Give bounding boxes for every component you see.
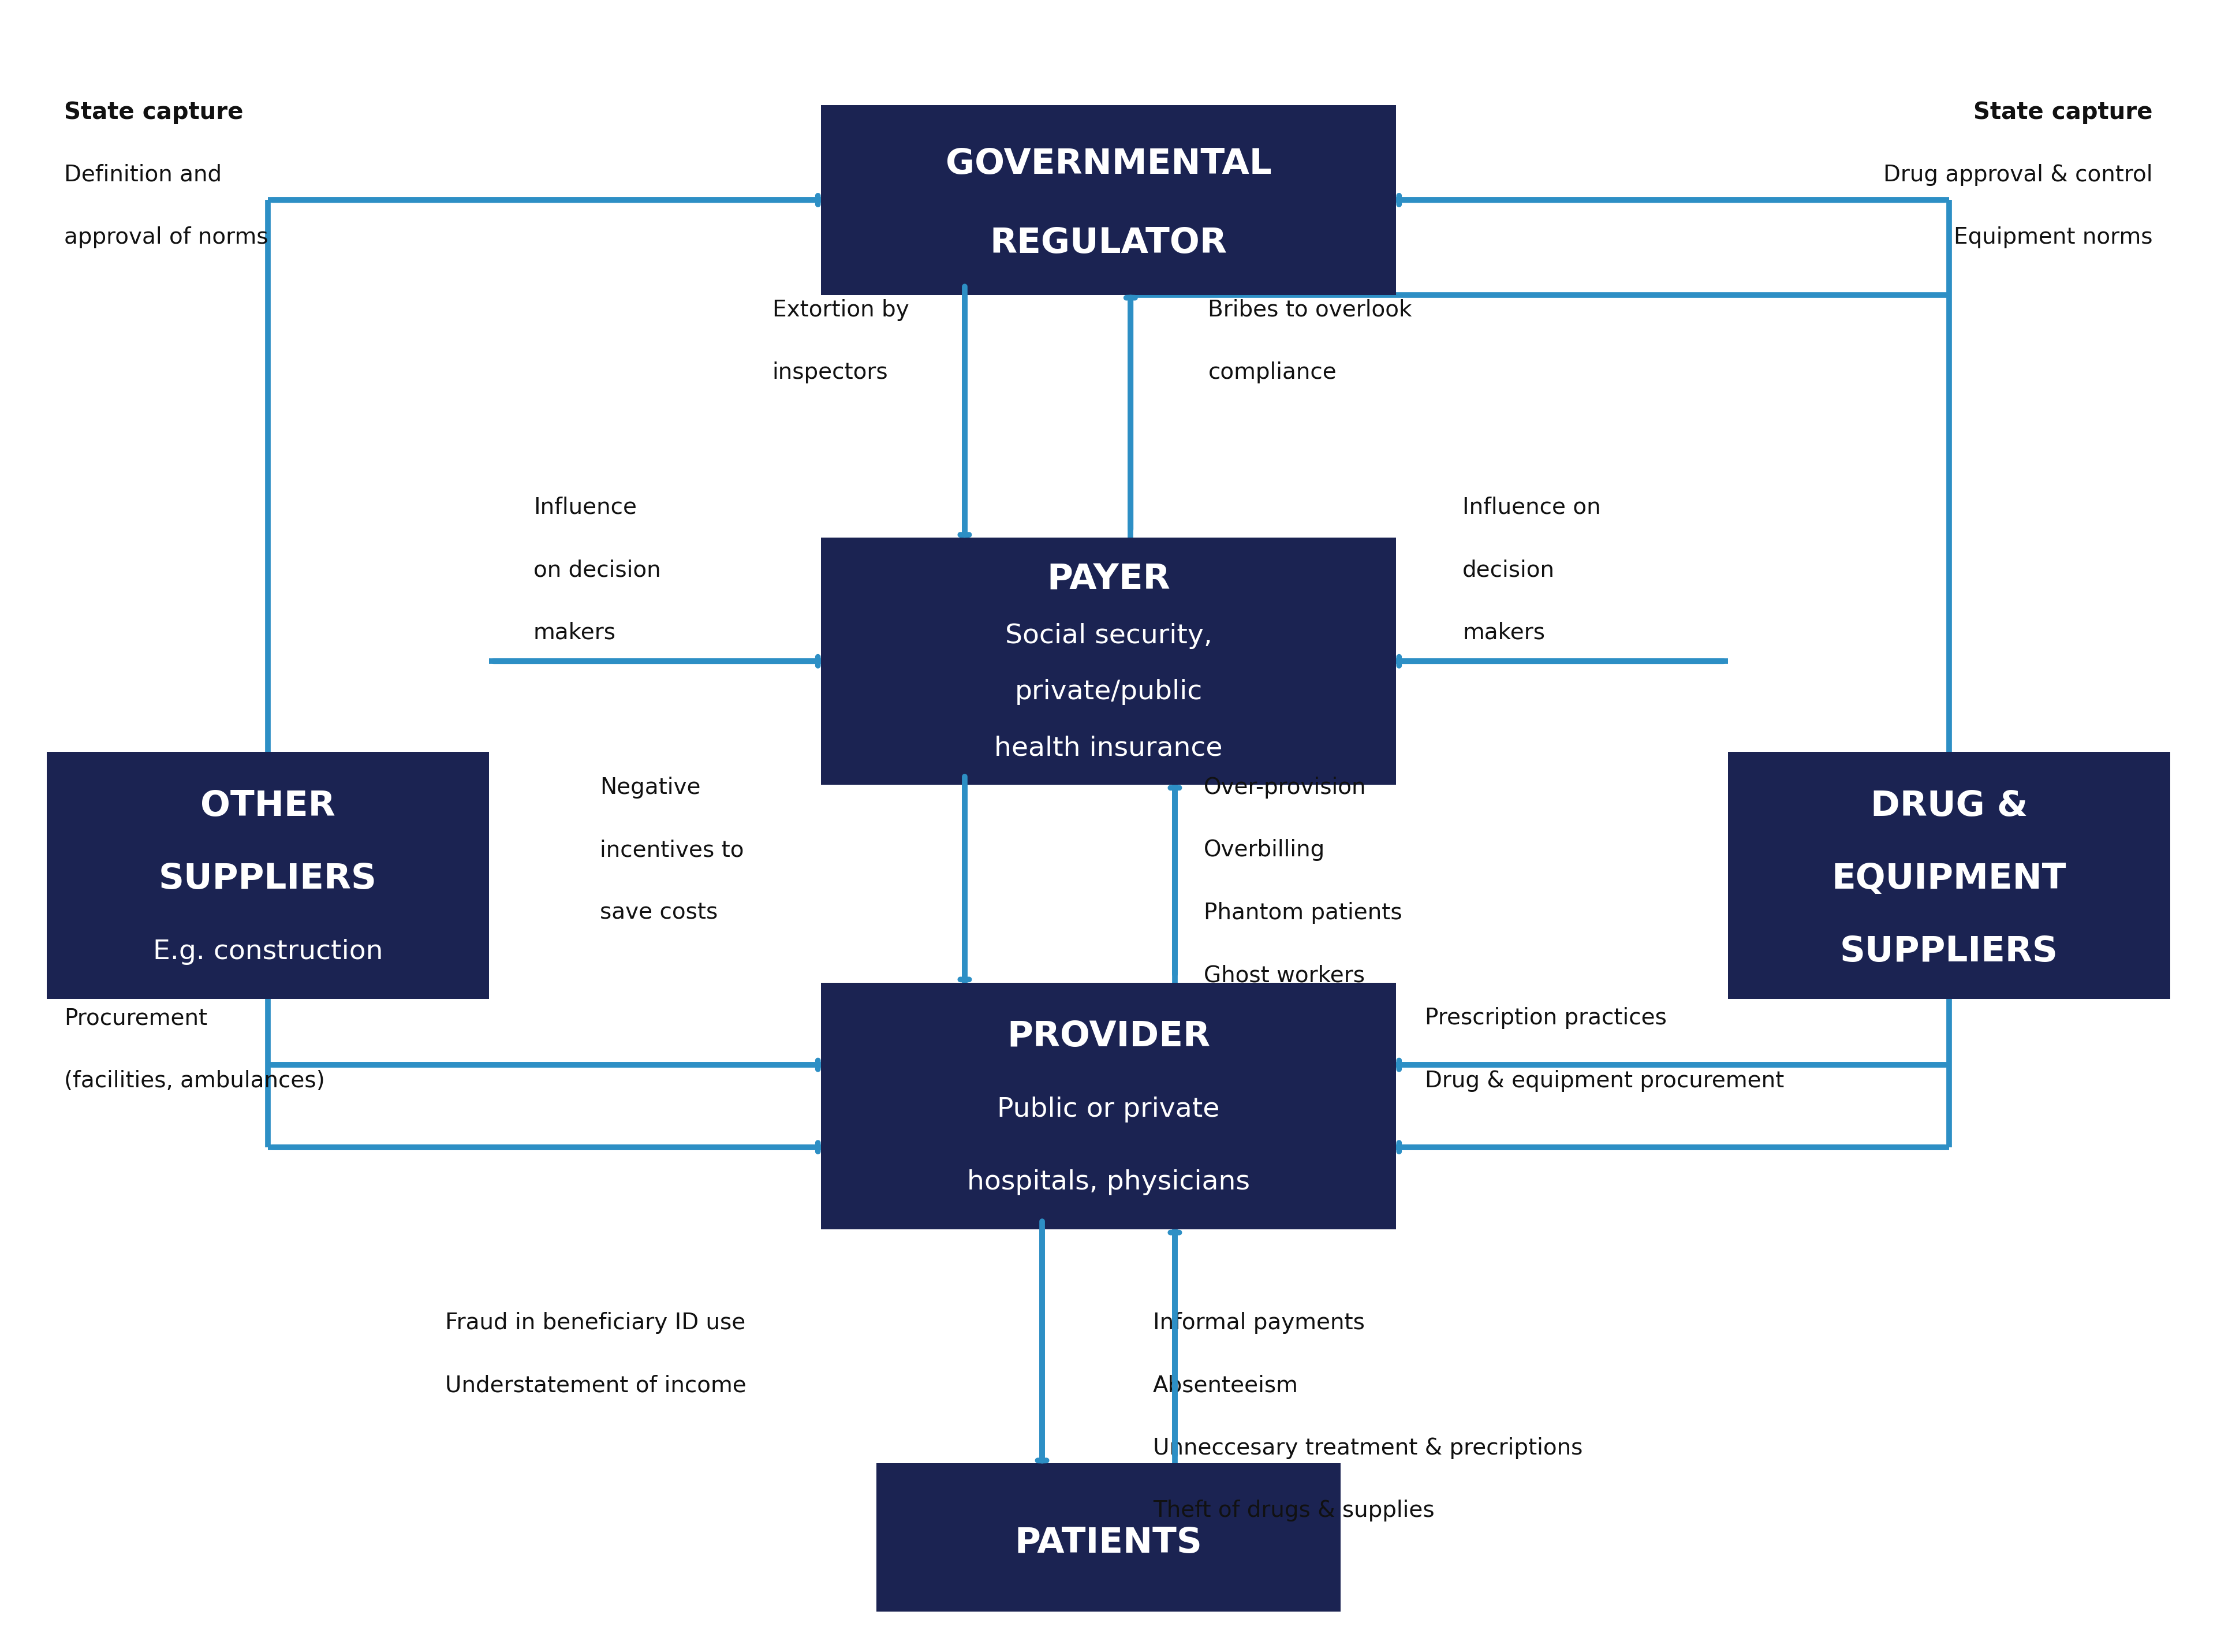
Text: Absenteeism: Absenteeism: [1153, 1374, 1299, 1396]
Text: decision: decision: [1463, 558, 1554, 582]
Text: Fraud in beneficiary ID use: Fraud in beneficiary ID use: [446, 1312, 745, 1333]
Text: save costs: save costs: [599, 902, 718, 923]
Text: hospitals, physicians: hospitals, physicians: [967, 1170, 1250, 1196]
Text: Extortion by: Extortion by: [772, 299, 909, 320]
Text: E.g. construction: E.g. construction: [153, 938, 384, 965]
Text: compliance: compliance: [1208, 362, 1337, 383]
Text: incentives to: incentives to: [599, 839, 743, 861]
FancyBboxPatch shape: [47, 752, 490, 999]
Text: State capture: State capture: [1973, 101, 2153, 124]
Text: makers: makers: [534, 621, 616, 644]
Text: Drug approval & control: Drug approval & control: [1882, 164, 2153, 185]
FancyBboxPatch shape: [876, 1464, 1341, 1612]
Text: Influence: Influence: [534, 497, 636, 519]
Text: SUPPLIERS: SUPPLIERS: [160, 862, 377, 895]
Text: Informal payments: Informal payments: [1153, 1312, 1363, 1333]
Text: Ghost workers: Ghost workers: [1204, 965, 1366, 986]
Text: PROVIDER: PROVIDER: [1007, 1019, 1210, 1054]
FancyBboxPatch shape: [820, 983, 1397, 1229]
Text: EQUIPMENT: EQUIPMENT: [1831, 862, 2066, 895]
Text: REGULATOR: REGULATOR: [989, 226, 1228, 261]
Text: approval of norms: approval of norms: [64, 226, 268, 248]
Text: OTHER: OTHER: [200, 790, 335, 823]
Text: Public or private: Public or private: [998, 1097, 1219, 1123]
Text: GOVERNMENTAL: GOVERNMENTAL: [944, 147, 1273, 182]
FancyBboxPatch shape: [820, 106, 1397, 294]
Text: private/public: private/public: [1015, 679, 1202, 705]
Text: PAYER: PAYER: [1046, 563, 1171, 596]
Text: Phantom patients: Phantom patients: [1204, 902, 1401, 923]
Text: Definition and: Definition and: [64, 164, 222, 185]
Text: (facilities, ambulances): (facilities, ambulances): [64, 1070, 326, 1092]
Text: Drug & equipment procurement: Drug & equipment procurement: [1426, 1070, 1785, 1092]
Text: Understatement of income: Understatement of income: [446, 1374, 747, 1396]
FancyBboxPatch shape: [820, 539, 1397, 785]
Text: SUPPLIERS: SUPPLIERS: [1840, 935, 2057, 968]
Text: inspectors: inspectors: [772, 362, 889, 383]
Text: Bribes to overlook: Bribes to overlook: [1208, 299, 1412, 320]
Text: Influence on: Influence on: [1463, 497, 1601, 519]
Text: Unneccesary treatment & precriptions: Unneccesary treatment & precriptions: [1153, 1437, 1583, 1459]
Text: Theft of drugs & supplies: Theft of drugs & supplies: [1153, 1500, 1434, 1521]
Text: Prescription practices: Prescription practices: [1426, 1008, 1667, 1029]
Text: Negative: Negative: [599, 776, 701, 798]
Text: Overbilling: Overbilling: [1204, 839, 1326, 861]
Text: on decision: on decision: [534, 558, 661, 582]
Text: DRUG &: DRUG &: [1871, 790, 2029, 823]
Text: PATIENTS: PATIENTS: [1015, 1526, 1202, 1559]
Text: Over-provision: Over-provision: [1204, 776, 1366, 798]
Text: health insurance: health insurance: [995, 735, 1222, 762]
Text: makers: makers: [1463, 621, 1545, 644]
Text: State capture: State capture: [64, 101, 244, 124]
Text: Social security,: Social security,: [1004, 623, 1213, 649]
Text: Procurement: Procurement: [64, 1008, 208, 1029]
FancyBboxPatch shape: [1727, 752, 2170, 999]
Text: Equipment norms: Equipment norms: [1953, 226, 2153, 248]
